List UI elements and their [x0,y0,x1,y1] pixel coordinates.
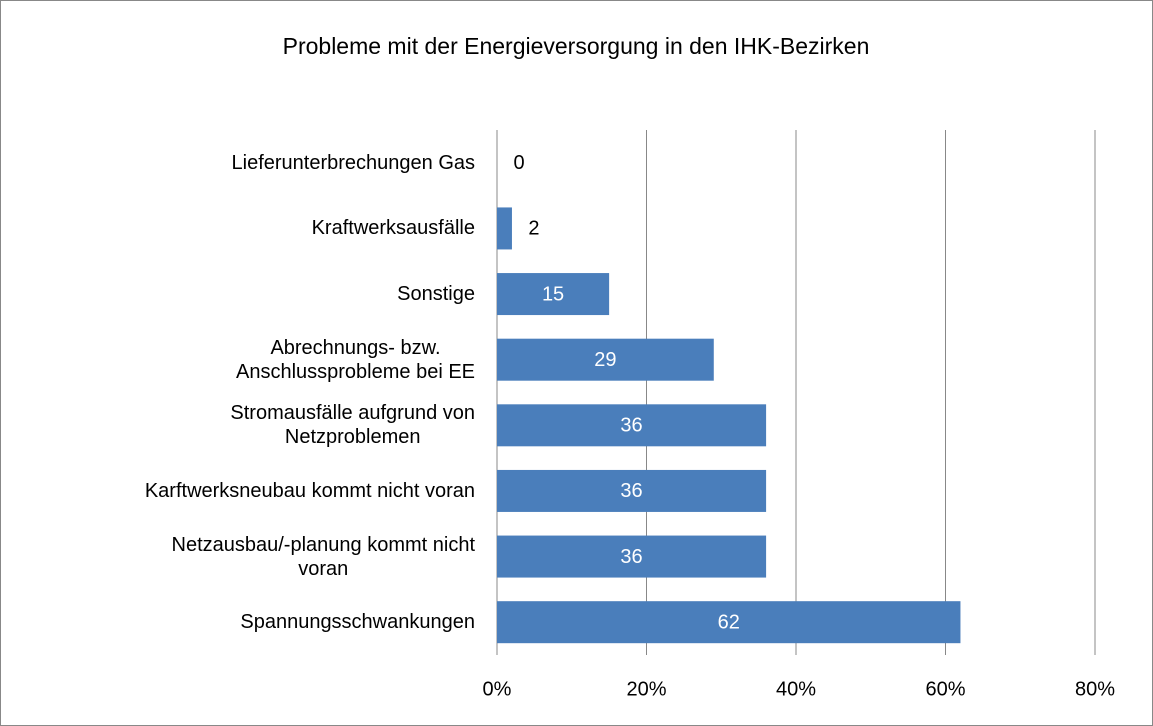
y-tick-label: Spannungsschwankungen [15,610,475,634]
y-tick-label: Karftwerksneubau kommt nicht voran [15,479,475,503]
category-text: Lieferunterbrechungen Gas [231,151,476,174]
category-text: Sonstige [397,283,475,306]
data-label: 36 [620,480,642,502]
data-label: 62 [718,611,740,633]
data-label: 15 [542,283,564,305]
category-text: Stromausfälle aufgrund von Netzproblemen [230,402,475,449]
x-tick-label: 0% [483,678,512,700]
category-text: Abrechnungs- bzw. Anschlussprobleme bei … [235,336,475,383]
bar [497,338,714,381]
data-label: 0 [513,152,524,174]
data-label: 36 [620,546,642,568]
category-text: Netzausbau/-planung kommt nicht voran [171,533,476,580]
x-tick-label: 40% [776,678,816,700]
bar [497,404,767,447]
category-text: Spannungsschwankungen [240,611,475,634]
data-label: 29 [594,349,616,371]
category-text: Kraftwerksausfälle [311,217,475,240]
y-tick-label: Stromausfälle aufgrund von Netzproblemen [15,401,475,449]
data-label: 2 [528,218,539,240]
bar [497,273,610,316]
y-tick-label: Abrechnungs- bzw. Anschlussprobleme bei … [15,336,475,384]
y-tick-label: Lieferunterbrechungen Gas [15,151,476,175]
bar [497,601,961,644]
y-tick-label: Sonstige [15,282,475,306]
data-label: 36 [620,415,642,437]
bar [497,469,767,512]
bar [497,207,512,250]
x-tick-label: 20% [626,678,666,700]
chart-title: Probleme mit der Energieversorgung in de… [283,33,870,59]
category-text: Karftwerksneubau kommt nicht voran [144,479,475,502]
x-tick-label: 60% [925,678,965,700]
y-tick-label: Netzausbau/-planung kommt nicht voran [15,533,476,581]
x-tick-label: 80% [1075,678,1115,700]
y-tick-label: Kraftwerksausfälle [15,216,475,240]
bar [497,535,767,578]
